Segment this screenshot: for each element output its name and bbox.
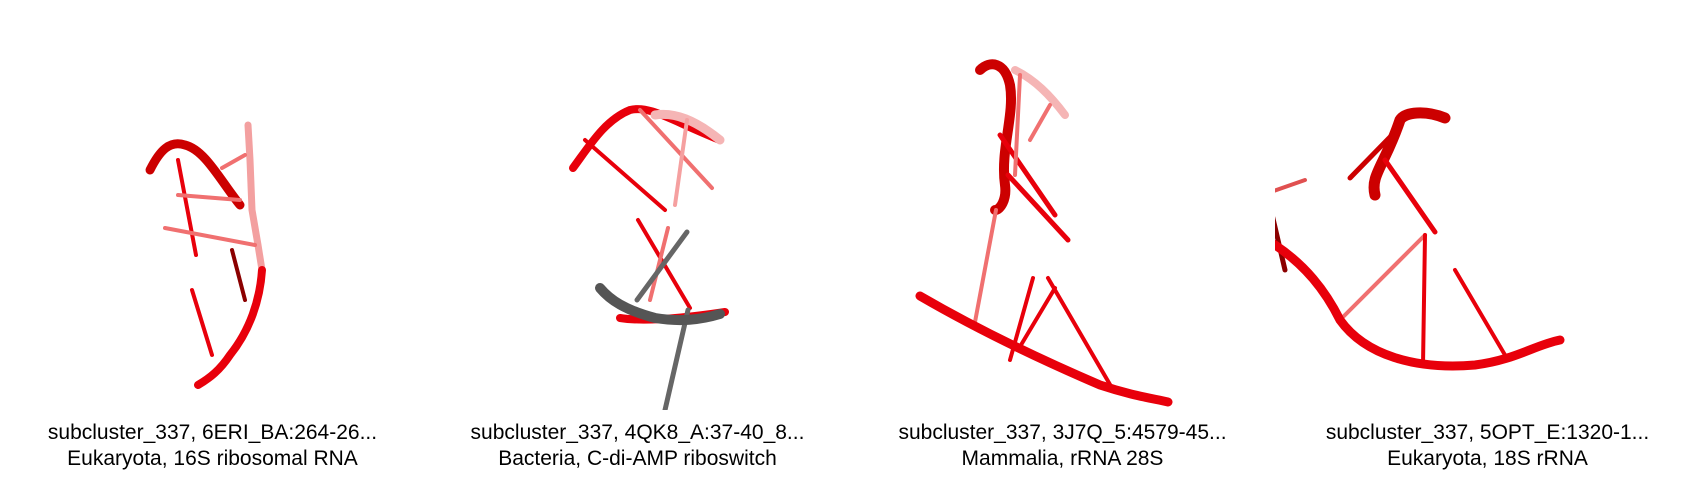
base-pair-line [230, 248, 247, 302]
rna-structure-4 [1275, 107, 1565, 371]
backbone-lower-arc [915, 291, 1173, 407]
backbone-top-arc [145, 139, 245, 210]
base-pair-line [1347, 132, 1395, 181]
rna-structure-2 [569, 105, 729, 410]
structure-panel-1: subcluster_337, 6ERI_BA:264-26... Eukary… [0, 0, 425, 480]
base-pair-line [1016, 286, 1057, 352]
base-pair-line [638, 108, 714, 190]
base-pair-line [176, 158, 198, 257]
backbone-top-arc [569, 105, 724, 172]
base-pair-line [1275, 178, 1307, 193]
base-pair-line [1453, 268, 1507, 357]
backbone-faded-segment [1011, 66, 1069, 119]
panel-subtitle: Bacteria, C-di-AMP riboswitch [498, 447, 777, 470]
structure-panel-2: subcluster_337, 4QK8_A:37-40_8... Bacter… [425, 0, 850, 480]
base-pair-line [648, 226, 670, 302]
base-pair-line [1275, 216, 1288, 273]
backbone-faded-segment [244, 121, 266, 274]
panel-subtitle: Eukaryota, 18S rRNA [1387, 447, 1588, 470]
panel-title: subcluster_337, 5OPT_E:1320-1... [1325, 421, 1650, 444]
rna-structure-1 [145, 121, 266, 389]
base-pair-line [1382, 157, 1438, 235]
base-pair-line [973, 208, 998, 324]
backbone-top-arc [1368, 107, 1451, 201]
backbone-top-arc [975, 59, 1016, 215]
structure-panel-3: subcluster_337, 3J7Q_5:4579-45... Mammal… [850, 0, 1275, 480]
base-pair-line [1028, 103, 1052, 142]
panel-subtitle: Eukaryota, 16S ribosomal RNA [67, 447, 358, 470]
base-pair-line [1338, 233, 1427, 322]
base-pair-line [176, 193, 242, 202]
base-pair-line [1013, 73, 1022, 177]
base-pair-line [673, 118, 689, 207]
base-pair-line [1005, 172, 1071, 243]
ligand-bond [634, 229, 690, 303]
base-pair-line [1421, 233, 1427, 367]
base-pair-line [1046, 276, 1114, 390]
base-pair-line [163, 226, 257, 247]
rna-structure-3 [915, 59, 1173, 407]
panel-subtitle: Mammalia, rRNA 28S [961, 447, 1164, 470]
base-pair-line [583, 138, 667, 212]
panel-title: subcluster_337, 3J7Q_5:4579-45... [898, 421, 1227, 444]
backbone-lower-arc [1275, 239, 1565, 371]
panel-title: subcluster_337, 6ERI_BA:264-26... [47, 421, 378, 444]
backbone-lower-arc [194, 266, 266, 389]
base-pair-line [220, 153, 247, 170]
panel-title: subcluster_337, 4QK8_A:37-40_8... [470, 421, 805, 444]
base-pair-line [997, 132, 1058, 218]
ligand-backbone [595, 283, 725, 326]
structure-panel-4: subcluster_337, 5OPT_E:1320-1... Eukaryo… [1275, 0, 1700, 480]
ligand-bond [662, 307, 691, 410]
base-pair-line [190, 288, 214, 357]
